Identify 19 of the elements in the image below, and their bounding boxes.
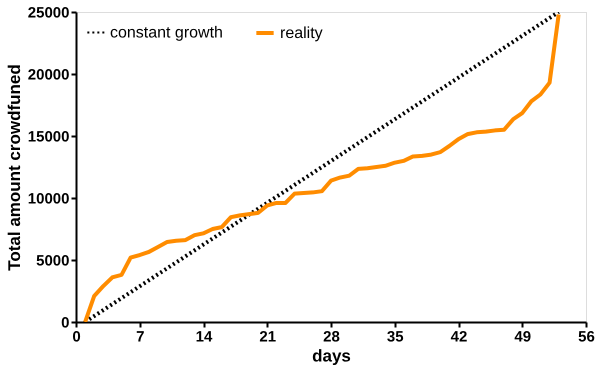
x-tick-label: 14 bbox=[196, 328, 213, 346]
y-axis-title: Total amount crowdfuned bbox=[4, 64, 24, 271]
x-axis-title: days bbox=[312, 346, 351, 366]
y-tick-label: 25000 bbox=[28, 4, 70, 22]
legend-label: reality bbox=[280, 25, 323, 42]
y-tick-label: 5000 bbox=[36, 252, 70, 270]
x-tick-label: 28 bbox=[323, 328, 340, 346]
y-tick-label: 10000 bbox=[28, 190, 70, 208]
x-tick-label: 0 bbox=[72, 328, 81, 346]
x-tick-label: 49 bbox=[514, 328, 532, 346]
x-tick-label: 7 bbox=[136, 328, 144, 346]
y-tick-label: 20000 bbox=[28, 66, 70, 84]
x-tick-label: 35 bbox=[386, 328, 404, 346]
x-tick-label: 56 bbox=[578, 328, 595, 346]
y-tick-label: 15000 bbox=[28, 128, 70, 146]
x-tick-label: 21 bbox=[259, 328, 276, 346]
legend-label: constant growth bbox=[110, 24, 223, 42]
y-tick-label: 0 bbox=[61, 314, 70, 332]
x-tick-label: 42 bbox=[450, 328, 468, 346]
